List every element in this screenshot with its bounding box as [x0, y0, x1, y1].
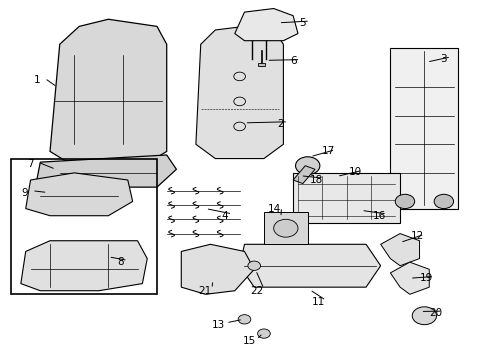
Text: 8: 8 — [117, 257, 123, 267]
Polygon shape — [389, 262, 428, 294]
FancyBboxPatch shape — [389, 48, 458, 208]
Circle shape — [247, 261, 260, 270]
FancyBboxPatch shape — [264, 212, 307, 244]
Circle shape — [394, 194, 414, 208]
Text: 10: 10 — [348, 167, 361, 177]
Text: 18: 18 — [309, 175, 323, 185]
Text: 9: 9 — [21, 188, 28, 198]
Circle shape — [238, 315, 250, 324]
Polygon shape — [292, 166, 314, 184]
Text: 15: 15 — [242, 337, 255, 346]
Text: 1: 1 — [34, 75, 41, 85]
Circle shape — [411, 307, 436, 325]
Polygon shape — [234, 9, 297, 41]
Text: 19: 19 — [419, 273, 432, 283]
Polygon shape — [181, 244, 254, 294]
Polygon shape — [35, 155, 176, 187]
Text: 13: 13 — [212, 320, 225, 330]
Text: 4: 4 — [221, 211, 228, 221]
Polygon shape — [21, 241, 147, 291]
Text: 14: 14 — [267, 203, 280, 213]
Text: 3: 3 — [440, 54, 446, 64]
Polygon shape — [196, 26, 283, 158]
Polygon shape — [50, 19, 166, 169]
Text: 22: 22 — [249, 286, 263, 296]
Circle shape — [257, 329, 270, 338]
Text: 17: 17 — [321, 147, 334, 157]
Bar — [11, 158, 157, 294]
Circle shape — [273, 219, 297, 237]
Bar — [257, 63, 265, 66]
Text: 5: 5 — [299, 18, 305, 28]
Text: 16: 16 — [372, 211, 386, 221]
Circle shape — [295, 157, 319, 175]
Circle shape — [433, 194, 453, 208]
FancyBboxPatch shape — [292, 173, 399, 223]
Text: 2: 2 — [277, 118, 284, 129]
Polygon shape — [380, 234, 419, 266]
Text: 6: 6 — [289, 57, 296, 66]
Text: 11: 11 — [312, 297, 325, 307]
Text: 21: 21 — [198, 286, 211, 296]
Text: 7: 7 — [27, 159, 34, 169]
Text: 12: 12 — [409, 231, 423, 241]
Text: 20: 20 — [428, 308, 441, 318]
Polygon shape — [239, 244, 380, 287]
Polygon shape — [26, 173, 132, 216]
